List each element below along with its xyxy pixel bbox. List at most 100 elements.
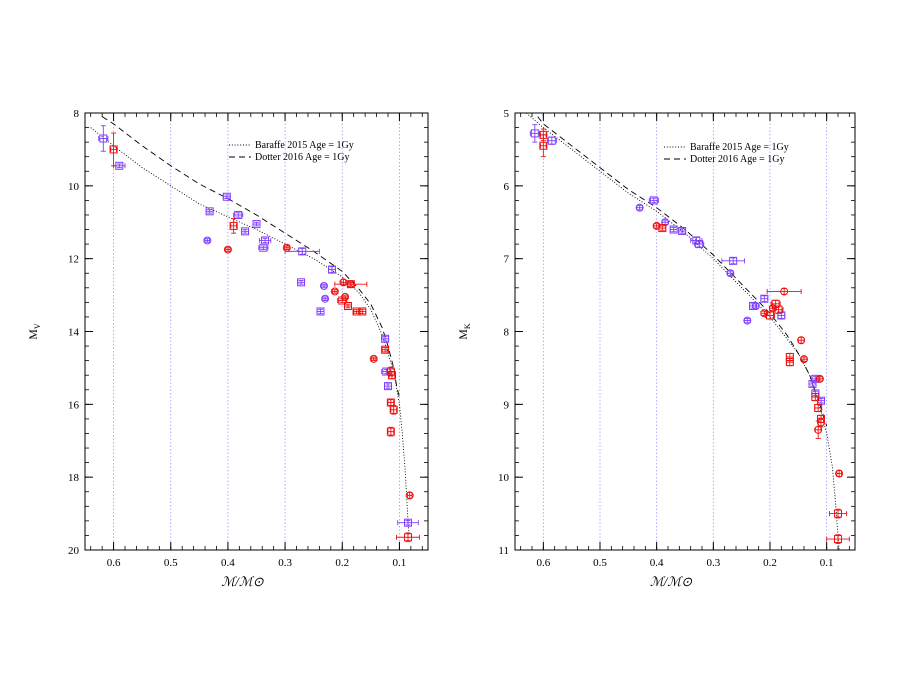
data-point [397,518,419,527]
marker-square [547,136,556,145]
marker-circle [797,336,806,345]
marker-circle [341,292,350,301]
marker-square [252,220,261,229]
marker-circle [835,469,844,478]
marker-square [808,379,817,388]
y-tick-label: 9 [504,399,510,411]
x-tick-label: 0.5 [593,557,607,569]
x-tick-label: 0.4 [650,557,664,569]
marker-square [785,358,794,367]
marker-circle [760,309,769,318]
data-point [800,355,808,364]
data-point [678,226,687,235]
x-tick-label: 0.3 [706,557,720,569]
data-point [760,309,769,318]
marker-square [259,243,268,252]
y-axis-label-sub: K [463,323,472,329]
data-point [694,240,705,249]
marker-square [99,134,108,143]
data-point [405,491,414,500]
legend-label: Dotter 2016 Age = 1Gy [690,154,785,165]
legend-label: Dotter 2016 Age = 1Gy [255,152,350,163]
model-curve-dashed [101,116,400,398]
marker-circle [369,354,378,363]
data-point [339,278,348,287]
data-point [811,392,820,402]
y-tick-label: 16 [68,399,80,411]
y-tick-label: 18 [68,472,80,484]
marker-circle [743,316,752,325]
marker-square [386,427,395,436]
data-point [808,379,817,388]
data-point [341,292,350,301]
data-point [352,307,361,316]
y-tick-label: 7 [504,254,510,266]
data-point [327,265,336,274]
marker-circle [814,425,823,434]
data-point [546,136,557,145]
legend-label: Baraffe 2015 Age = 1Gy [255,140,354,151]
marker-square [316,307,325,316]
marker-square [403,533,412,542]
marker-circle [203,236,212,245]
y-tick-label: 5 [504,108,510,120]
data-point [751,302,760,311]
marker-square [383,382,392,391]
data-point [785,357,794,367]
marker-square [327,265,336,274]
marker-square [352,307,361,316]
marker-circle [751,302,760,311]
y-tick-label: 14 [68,327,80,339]
data-point [768,304,777,313]
data-point [241,227,250,236]
data-point [258,243,269,252]
marker-square [774,305,783,314]
data-point [343,302,352,311]
marker-square [814,403,823,412]
marker-square [771,299,780,308]
x-tick-label: 0.5 [164,557,178,569]
x-tick-label: 0.6 [107,557,121,569]
marker-circle [800,355,808,364]
marker-square [389,405,398,414]
data-point [777,311,786,320]
y-tick-label: 12 [68,254,79,266]
y-tick-label: 11 [498,545,509,557]
marker-square [387,371,396,380]
data-point [815,374,824,383]
data-point [817,417,825,428]
marker-square [777,311,786,320]
data-point [321,294,330,303]
marker-square [343,302,352,311]
marker-square [241,227,250,236]
y-tick-label: 20 [68,545,80,557]
data-point [539,134,548,158]
marker-square [381,345,390,354]
data-point [814,403,823,413]
marker-square [229,221,238,230]
data-point [726,269,735,278]
marker-circle [346,280,355,289]
marker-circle [726,269,735,278]
marker-square [403,518,412,527]
data-point [797,336,806,345]
data-point [743,316,752,325]
marker-square [109,145,118,154]
x-axis-label: ℳ/ℳ⊙ [221,574,263,589]
marker-square [834,535,842,544]
marker-square [381,334,390,343]
data-point [330,287,339,296]
data-point [233,210,244,219]
data-point [386,398,395,407]
marker-circle [330,287,339,296]
data-point [258,236,272,245]
marker-square [811,393,820,402]
marker-circle [223,245,232,254]
model-curve-dotted [90,127,410,536]
data-point [835,469,844,478]
marker-square [539,141,548,150]
model-curve-dotted [526,112,840,551]
data-point [826,534,850,544]
x-tick-label: 0.2 [335,557,349,569]
marker-square [669,225,678,234]
